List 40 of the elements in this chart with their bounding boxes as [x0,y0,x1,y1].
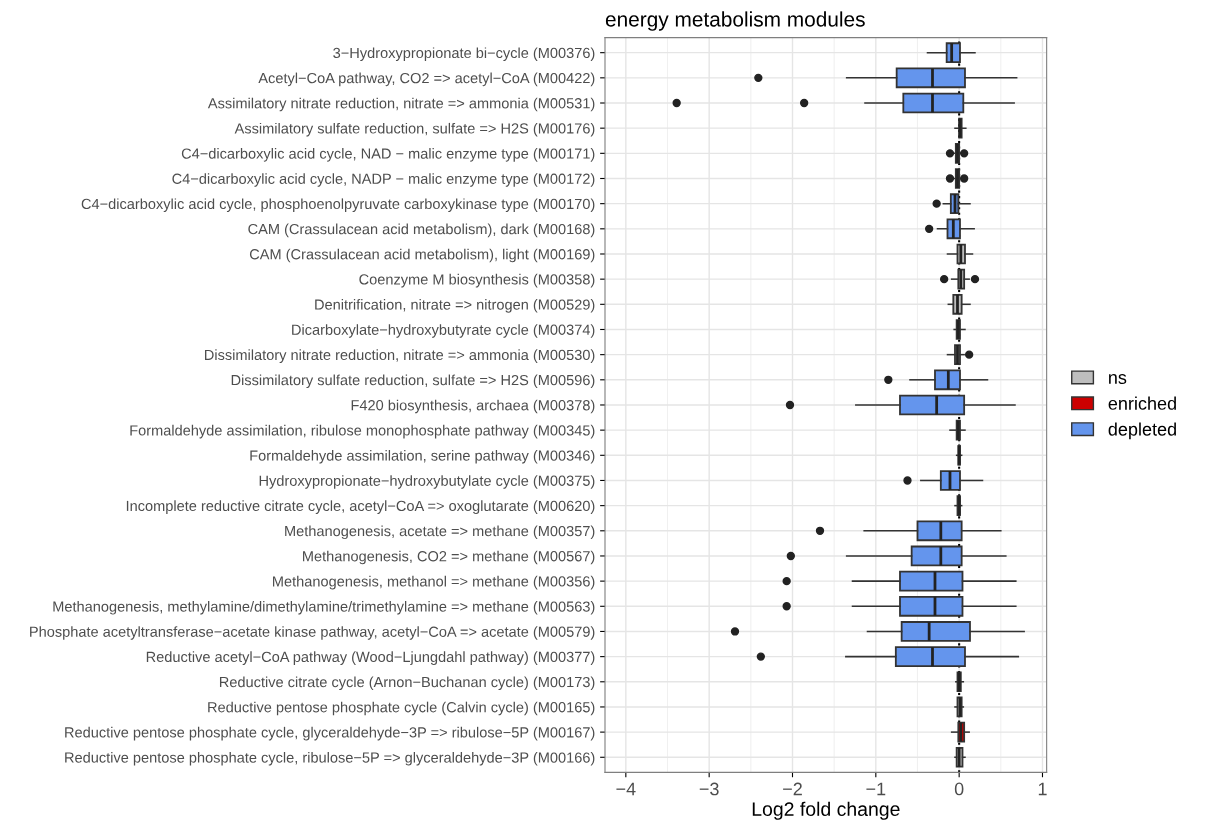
x-axis-title: Log2 fold change [752,801,900,820]
y-tick-label: Coenzyme M biosynthesis (M00358) [359,273,595,288]
y-tick-label: Methanogenesis, methanol => methane (M00356) [273,575,595,590]
legend-label: ns [1109,374,1127,384]
y-tick-label: Formaldehyde assimilation, ribulose monophosphate pathway (M00345) [130,424,595,439]
y-tick-label: Methanogenesis, acetate => methane (M00357) [285,525,595,540]
x-tick-label: −2 [783,782,802,796]
y-tick-label: Assimilatory sulfate reduction, sulfate => H2S (M00176) [234,122,595,137]
y-tick-label: Dissimilatory nitrate reduction, nitrate => ammonia (M00530) [205,349,595,363]
legend-label: depleted [1108,422,1176,440]
legend-label: enriched [1108,396,1176,410]
x-tick-label: −3 [699,782,719,796]
y-tick-label: C4−dicarboxylic acid cycle, NAD − malic enzyme type (M00171) [181,148,595,162]
chart-title: energy metabolism modules [605,11,865,31]
y-tick-label: CAM (Crassulacean acid metabolism), light (M00169) [249,248,595,263]
y-tick-label: Formaldehyde assimilation, serine pathway (M00346) [250,450,595,464]
y-tick-label: Assimilatory nitrate reduction, nitrate => ammonia (M00531) [207,97,595,112]
y-tick-label: 3−Hydroxypropionate bi−cycle (M00376) [333,47,595,61]
y-tick-label: Reductive pentose phosphate cycle, glyceraldehyde−3P => ribulose−5P (M00167) [65,726,595,741]
y-tick-label: Reductive acetyl−CoA pathway (Wood−Ljungdahl pathway) (M00377) [146,651,595,665]
y-tick-label: Dissimilatory sulfate reduction, sulfate => H2S (M00596) [231,374,595,389]
y-tick-label: Phosphate acetyltransferase−acetate kinase pathway, acetyl−CoA => acetate (M00579) [30,626,595,640]
x-tick-label: 0 [954,782,964,796]
y-tick-label: Methanogenesis, methylamine/dimethylamine/trimethylamine => methane (M00563) [53,601,595,615]
y-tick-label: CAM (Crassulacean acid metabolism), dark (M00168) [248,223,595,238]
y-tick-label: Denitrification, nitrate => nitrogen (M00529) [315,299,595,313]
y-tick-label: Acetyl−CoA pathway, CO2 => acetyl−CoA (M00422) [258,72,595,87]
y-tick-label: F420 biosynthesis, archaea (M00378) [351,399,595,414]
x-tick-label: −1 [866,782,886,796]
x-tick-label: −4 [616,782,636,796]
y-tick-label: Dicarboxylate−hydroxybutyrate cycle (M00374) [292,324,595,338]
y-tick-label: Reductive citrate cycle (Arnon−Buchanan cycle) (M00173) [219,676,595,691]
x-tick-label: 1 [1038,782,1047,796]
y-tick-label: Incomplete reductive citrate cycle, acetyl−CoA => oxoglutarate (M00620) [126,500,595,514]
y-tick-label: Reductive pentose phosphate cycle, ribulose−5P => glyceraldehyde−3P (M00166) [65,751,595,766]
y-tick-label: C4−dicarboxylic acid cycle, NADP − malic enzyme type (M00172) [172,173,595,187]
y-tick-label: Reductive pentose phosphate cycle (Calvin cycle) (M00165) [208,701,595,716]
y-tick-label: C4−dicarboxylic acid cycle, phosphoenolpyruvate carboxykinase type (M00170) [81,198,595,212]
y-tick-label: Methanogenesis, CO2 => methane (M00567) [303,550,595,565]
y-tick-label: Hydroxypropionate−hydroxybutylate cycle (M00375) [259,475,595,489]
